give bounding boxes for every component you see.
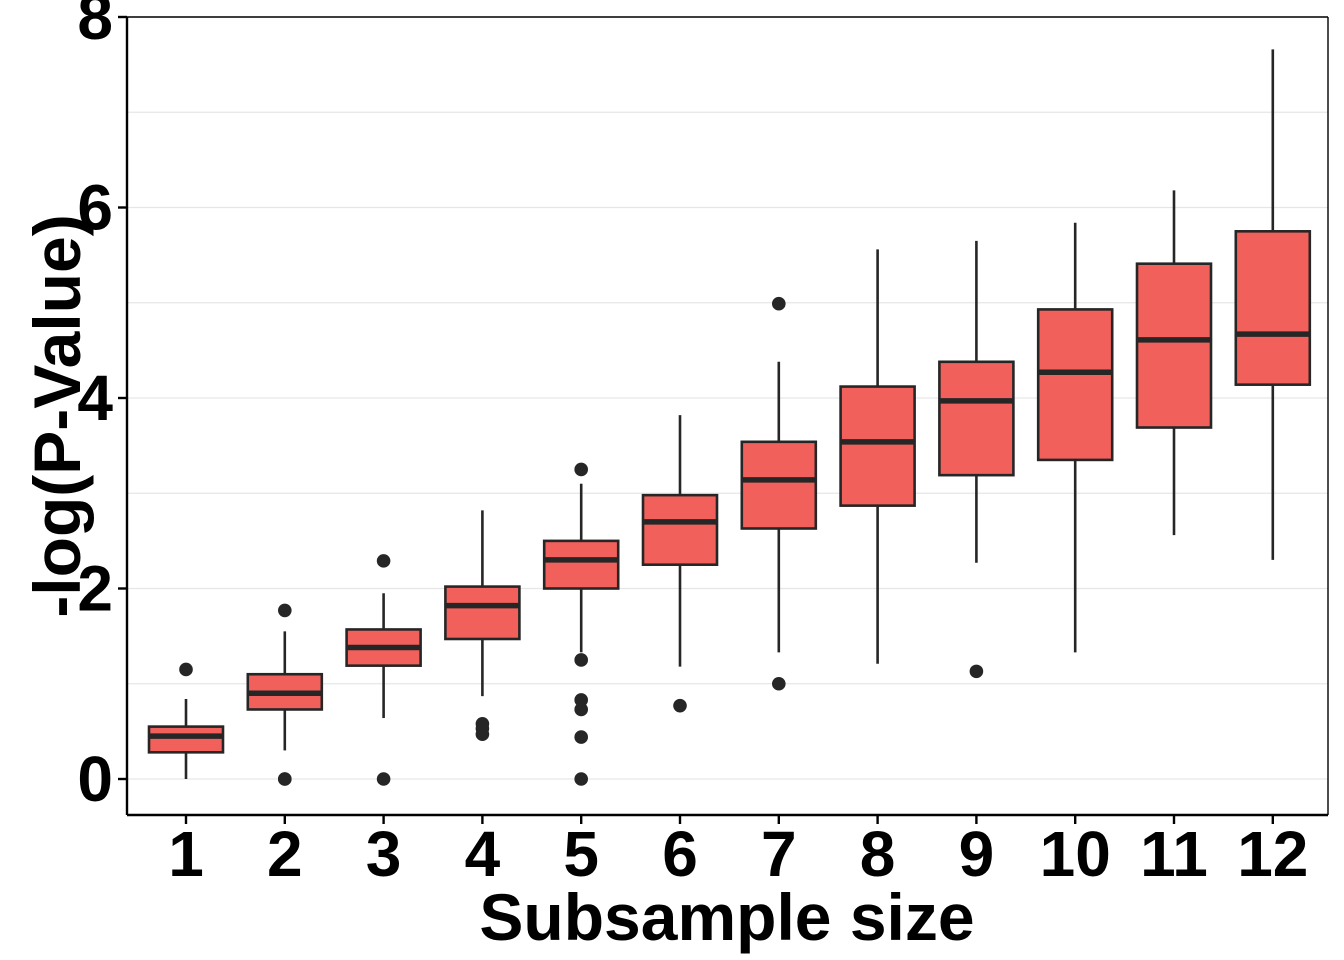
box-group-2 bbox=[246, 603, 324, 786]
outlier-point bbox=[574, 462, 588, 477]
outlier-point bbox=[574, 772, 588, 786]
outlier-point bbox=[179, 662, 193, 677]
box-iqr bbox=[938, 360, 1015, 477]
box-iqr bbox=[1135, 262, 1213, 429]
x-tick-label: 4 bbox=[465, 818, 501, 890]
outlier-point bbox=[376, 772, 391, 786]
x-tick-label: 7 bbox=[761, 818, 797, 890]
outlier-point bbox=[278, 772, 292, 786]
outlier-point bbox=[376, 554, 391, 568]
x-tick-labels: 1 2 3 4 5 6 7 8 9 10 11 12 bbox=[168, 818, 1308, 890]
box-group-9 bbox=[938, 240, 1015, 679]
box-group-1 bbox=[147, 662, 225, 779]
box-group-12 bbox=[1234, 49, 1312, 560]
box-iqr bbox=[740, 440, 818, 530]
box-group-4 bbox=[444, 510, 521, 742]
y-tick-label: 0 bbox=[77, 743, 113, 815]
outlier-point bbox=[673, 698, 687, 713]
y-tick-label: 2 bbox=[77, 553, 113, 625]
outlier-point bbox=[772, 296, 786, 311]
box-series bbox=[147, 49, 1312, 786]
x-tick-label: 9 bbox=[959, 818, 995, 890]
x-tick-label: 11 bbox=[1140, 818, 1208, 890]
box-iqr bbox=[839, 385, 916, 507]
box-iqr bbox=[1234, 230, 1312, 386]
y-tick-label: 8 bbox=[77, 0, 113, 53]
box-iqr bbox=[1036, 308, 1114, 462]
box-group-10 bbox=[1036, 222, 1114, 653]
box-group-6 bbox=[641, 415, 719, 713]
outlier-point bbox=[574, 653, 588, 667]
x-tick-label: 2 bbox=[267, 818, 303, 890]
y-tick-label: 4 bbox=[77, 362, 113, 434]
x-tick-label: 5 bbox=[563, 818, 599, 890]
y-tick-label: 6 bbox=[77, 172, 113, 244]
y-tick-labels: 0 2 4 6 8 bbox=[77, 0, 113, 815]
outlier-point bbox=[574, 702, 588, 717]
x-tick-label: 12 bbox=[1237, 818, 1308, 890]
outlier-point bbox=[574, 693, 588, 707]
x-tick-label: 6 bbox=[662, 818, 698, 890]
box-group-7 bbox=[740, 296, 818, 691]
box-group-5 bbox=[542, 462, 620, 786]
box-iqr bbox=[147, 725, 225, 754]
outlier-point bbox=[969, 664, 984, 679]
box-group-3 bbox=[345, 554, 422, 786]
x-tick-label: 1 bbox=[168, 818, 204, 890]
outlier-point bbox=[772, 676, 786, 691]
outlier-point bbox=[574, 730, 588, 744]
x-tick-label: 3 bbox=[366, 818, 402, 890]
box-iqr bbox=[641, 493, 719, 566]
x-tick-label: 10 bbox=[1040, 818, 1111, 890]
outlier-point bbox=[278, 603, 292, 618]
axes bbox=[118, 15, 1329, 824]
box-group-11 bbox=[1135, 190, 1213, 536]
plot-panel bbox=[127, 17, 1328, 815]
outlier-point bbox=[475, 727, 490, 742]
box-iqr bbox=[542, 539, 620, 590]
x-axis-title: Subsample size bbox=[479, 880, 974, 954]
y-axis-title: -log(P-Value) bbox=[20, 214, 94, 617]
x-tick-label: 8 bbox=[860, 818, 896, 890]
box-group-8 bbox=[839, 249, 916, 664]
box-iqr bbox=[444, 585, 521, 641]
